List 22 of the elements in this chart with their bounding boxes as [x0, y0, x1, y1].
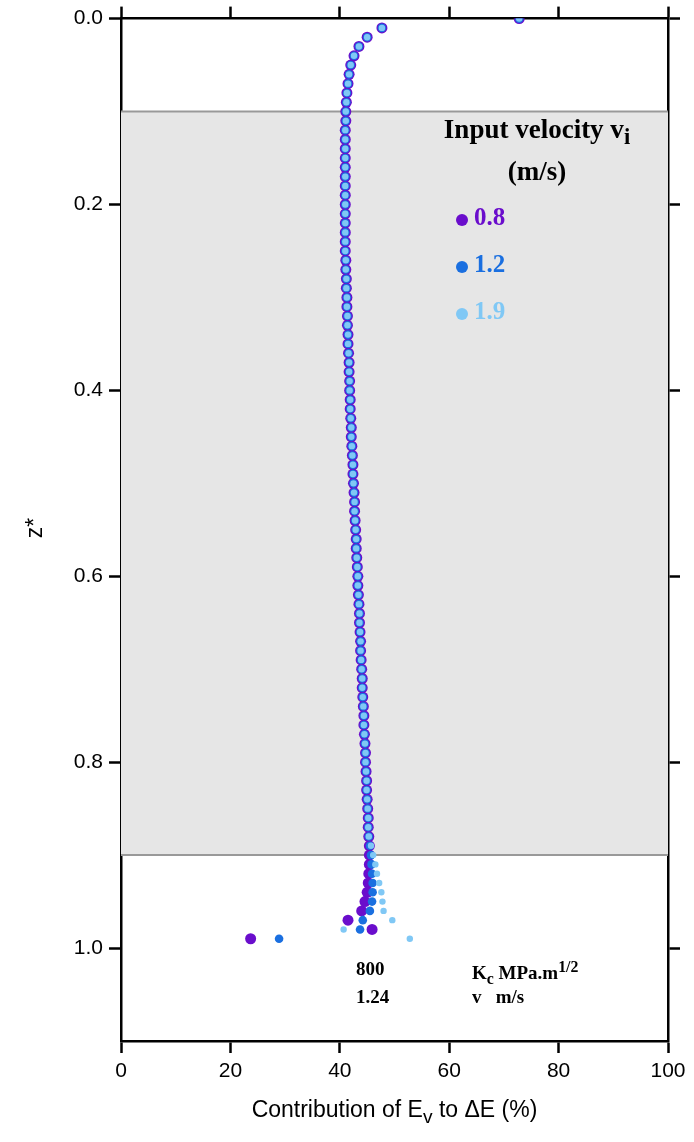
y-tick-label: 0.6 — [73, 563, 103, 587]
x-tick-label: 100 — [650, 1058, 686, 1082]
annotation: 800 — [356, 958, 385, 980]
y-tick-label: 0.0 — [73, 5, 103, 29]
x-axis-title: Contribution of E$_{v}$ to ΔE (%) — [250, 1096, 539, 1128]
annotation: K$_{c}$ MPa.m$^{1/2}$ — [472, 958, 579, 988]
y-tick-label: 0.2 — [73, 191, 103, 215]
y-tick-label: 0.4 — [73, 377, 104, 401]
annotation: v m/s — [472, 986, 525, 1008]
x-tick-label: 80 — [546, 1058, 571, 1082]
y-tick-label: 0.8 — [73, 748, 103, 772]
x-tick-label: 20 — [218, 1058, 243, 1082]
text: Input velocity v$_{i}$ (m/s) — [443, 114, 631, 187]
annotation: 1.24 — [356, 986, 390, 1008]
x-tick-label: 0 — [115, 1058, 127, 1082]
x-tick-label: 60 — [437, 1058, 461, 1082]
legend-label: 0.8 — [473, 202, 507, 233]
legend-label: 1.2 — [473, 249, 507, 280]
legend-label: 1.9 — [473, 296, 507, 327]
y-tick-label: 1.0 — [73, 934, 103, 958]
y-axis-title: z* — [20, 517, 48, 539]
x-tick-label: 40 — [328, 1058, 352, 1082]
